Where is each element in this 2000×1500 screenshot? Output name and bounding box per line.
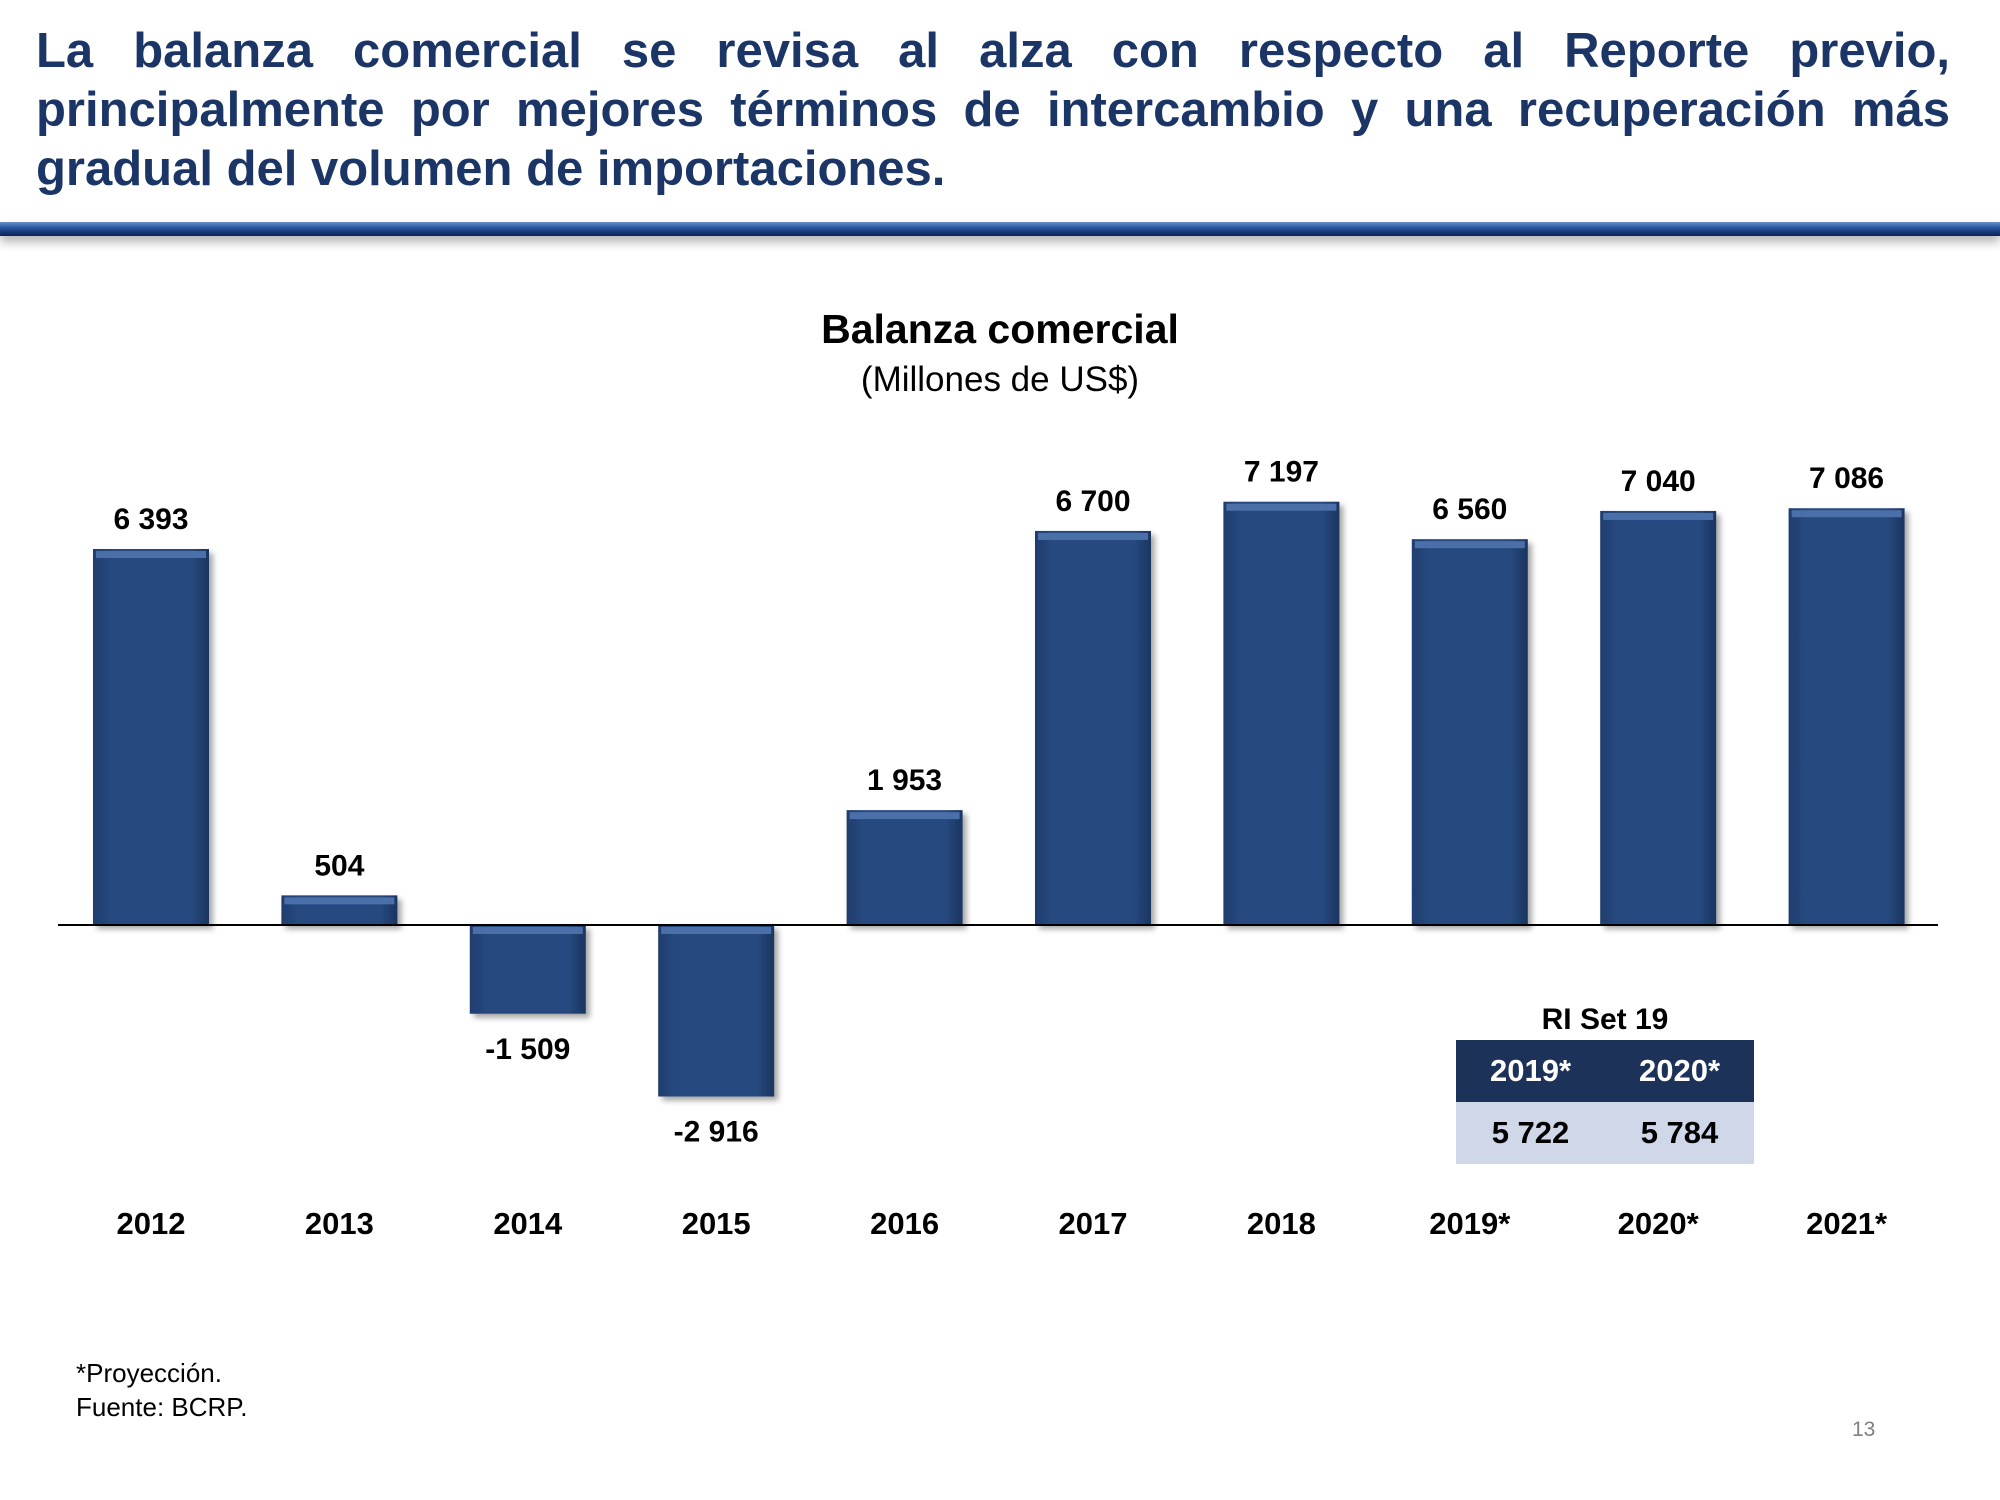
bar-chart: 6 393 2012 504 2013 -1 509 2014 -2 916 2015 1 95… — [58, 456, 1938, 1241]
ri-header-2020: 2020* — [1605, 1040, 1754, 1102]
category-label-2012: 2012 — [117, 1206, 186, 1241]
bar-2013 — [281, 895, 398, 925]
bar-2017 — [1035, 530, 1151, 925]
bar-2018 — [1223, 501, 1340, 925]
chart-title: Balanza comercial — [821, 306, 1179, 352]
bar-2019 — [1411, 539, 1528, 925]
value-label-2014: -1 509 — [485, 1033, 570, 1066]
bar-2020 — [1600, 510, 1717, 925]
category-label-2014: 2014 — [493, 1206, 563, 1241]
ri-table-value-row: 5 722 5 784 — [1456, 1102, 1754, 1164]
projection-note: *Proyección. — [76, 1358, 222, 1388]
chart-subtitle: (Millones de US$) — [860, 360, 1140, 399]
value-label-2015: -2 916 — [674, 1116, 759, 1149]
bar-2012 — [93, 549, 209, 925]
bar-2021 — [1788, 508, 1905, 925]
value-label-2018: 7 197 — [1244, 456, 1319, 489]
category-label-2015: 2015 — [682, 1206, 751, 1241]
page-number: 13 — [1852, 1418, 1876, 1441]
category-label-2013: 2013 — [305, 1206, 374, 1241]
bar-2015 — [658, 925, 775, 1097]
ri-table: 2019* 2020* 5 722 5 784 — [1456, 1040, 1754, 1164]
value-label-2021: 7 086 — [1809, 462, 1884, 495]
category-label-2018: 2018 — [1247, 1206, 1316, 1241]
bar-2016 — [846, 810, 963, 925]
value-label-2013: 504 — [314, 849, 364, 882]
category-label-2016: 2016 — [870, 1206, 939, 1241]
ri-comparison-box: RI Set 19 2019* 2020* 5 722 5 784 — [1456, 1000, 1754, 1164]
value-label-2017: 6 700 — [1055, 485, 1130, 518]
ri-value-2019: 5 722 — [1456, 1102, 1605, 1164]
value-label-2019: 6 560 — [1432, 493, 1507, 526]
ri-header-2019: 2019* — [1456, 1040, 1605, 1102]
category-label-2021: 2021* — [1806, 1206, 1888, 1241]
category-label-2020: 2020* — [1618, 1206, 1700, 1241]
header-divider — [0, 222, 2000, 236]
category-label-2017: 2017 — [1059, 1206, 1128, 1241]
value-label-2016: 1 953 — [867, 764, 942, 797]
source-note: Fuente: BCRP. — [76, 1392, 248, 1422]
value-label-2020: 7 040 — [1621, 465, 1696, 498]
slide-headline: La balanza comercial se revisa al alza c… — [36, 24, 1950, 196]
footnotes: *Proyección. Fuente: BCRP. — [76, 1356, 248, 1424]
ri-table-title: RI Set 19 — [1541, 1003, 1669, 1036]
value-label-2012: 6 393 — [113, 503, 188, 536]
ri-table-header-row: 2019* 2020* — [1456, 1040, 1754, 1102]
category-label-2019: 2019* — [1429, 1206, 1511, 1241]
ri-value-2020: 5 784 — [1605, 1102, 1754, 1164]
bar-2014 — [469, 925, 586, 1014]
